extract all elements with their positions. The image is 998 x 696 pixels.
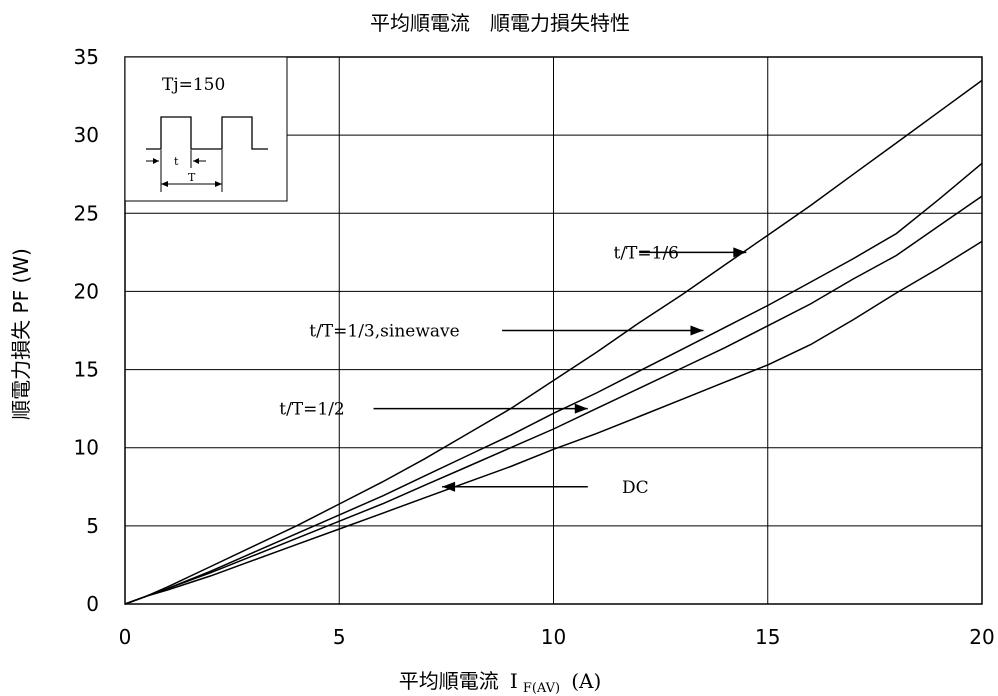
y-tick-label: 25 [74,201,99,225]
series-line-3 [124,240,983,605]
y-tick-label: 30 [74,123,99,147]
y-tick-label: 15 [74,358,99,382]
x-axis-label-symbol: I [510,669,518,693]
chart-title: 平均順電流 順電力損失特性 [370,11,630,35]
grid-lines [125,57,982,604]
series-label: DC [622,478,649,498]
series-label: t/T=1/3,sinewave [309,322,459,342]
t-arrowhead-left [153,158,159,164]
x-axis-label-unit: (A) [571,669,601,693]
series-arrowhead [442,481,456,492]
x-tick-label: 20 [969,625,994,649]
inset-junction-temp: Tj=150 [162,75,225,95]
y-axis-label: 順電力損失 PF (W) [9,248,33,420]
plot-area-border [124,56,983,605]
x-tick-label: 0 [119,625,132,649]
T-arrowhead-left [161,181,168,187]
series-label: t/T=1/2 [279,400,345,420]
x-axis-label-subscript: F(AV) [523,681,560,696]
pulse-waveform [146,116,268,150]
y-tick-label: 20 [74,279,99,303]
series-line-2 [124,195,983,605]
x-axis-label: 平均順電流 I F(AV) (A) [399,669,602,696]
series-arrowhead [574,403,588,414]
series-line-0 [124,79,983,605]
inset-t-label: t [174,155,179,168]
y-tick-labels: 0 5 10 15 20 25 30 35 [74,45,99,616]
inset-T-label: T [188,171,196,184]
T-arrowhead-right [215,181,222,187]
series-lines [124,79,983,605]
inset-box [124,56,288,202]
y-tick-label: 0 [86,592,99,616]
x-tick-label: 10 [541,625,566,649]
series-arrowhead [733,247,747,258]
x-axis-label-text: 平均順電流 [399,669,499,693]
x-tick-label: 15 [755,625,780,649]
waveform-inset: Tj=150 t T [124,56,288,202]
y-tick-label: 5 [86,514,99,538]
x-tick-label: 5 [333,625,346,649]
series-label: t/T=1/6 [613,243,679,263]
y-tick-label: 35 [74,45,99,69]
series-arrowhead [690,325,704,336]
series-line-1 [124,162,983,605]
y-tick-label: 10 [74,436,99,460]
series-annotations: t/T=1/6 t/T=1/3,sinewave t/T=1/2 DC [279,243,747,498]
t-arrowhead-right [193,158,199,164]
x-tick-labels: 0 5 10 15 20 [119,625,995,649]
